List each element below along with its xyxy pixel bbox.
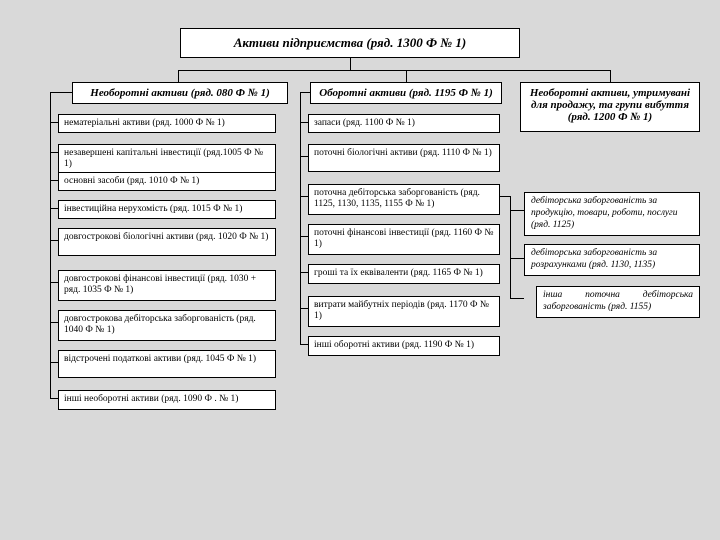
connector	[300, 92, 301, 344]
connector	[50, 208, 58, 209]
item-left-0: нематеріальні активи (ряд. 1000 Ф № 1)	[58, 114, 276, 133]
item-left-1: незавершені капітальні інвестиції (ряд.1…	[58, 144, 276, 175]
connector	[500, 196, 510, 197]
column-head-right: Необоротні активи, утримувані для продаж…	[520, 82, 700, 132]
connector	[510, 196, 511, 298]
connector	[300, 236, 308, 237]
connector	[50, 240, 58, 241]
connector	[300, 196, 308, 197]
item-left-4: довгострокові біологічні активи (ряд. 10…	[58, 228, 276, 256]
connector	[510, 210, 524, 211]
connector	[50, 362, 58, 363]
connector	[300, 308, 308, 309]
connector	[50, 322, 58, 323]
item-left-2: основні засоби (ряд. 1010 Ф № 1)	[58, 172, 276, 191]
connector	[50, 92, 51, 398]
connector	[300, 344, 308, 345]
item-middle-3: поточні фінансові інвестиції (ряд. 1160 …	[308, 224, 500, 255]
connector	[510, 298, 524, 299]
connector	[50, 282, 58, 283]
column-head-left: Необоротні активи (ряд. 080 Ф № 1)	[72, 82, 288, 104]
item-left-5: довгострокові фінансові інвестиції (ряд.…	[58, 270, 276, 301]
connector	[300, 156, 308, 157]
connector	[50, 398, 58, 399]
connector	[300, 92, 310, 93]
connector	[178, 70, 179, 82]
connector	[300, 122, 308, 123]
item-left-6: довгострокова дебіторська заборгованість…	[58, 310, 276, 341]
item-left-7: відстрочені податкові активи (ряд. 1045 …	[58, 350, 276, 378]
connector	[50, 122, 58, 123]
item-middle-1: поточні біологічні активи (ряд. 1110 Ф №…	[308, 144, 500, 172]
connector	[510, 258, 524, 259]
item-left-8: інші необоротні активи (ряд. 1090 Ф . № …	[58, 390, 276, 410]
column-head-middle: Оборотні активи (ряд. 1195 Ф № 1)	[310, 82, 502, 104]
connector	[178, 70, 610, 71]
item-middle-6: інші оборотні активи (ряд. 1190 Ф № 1)	[308, 336, 500, 356]
item-left-3: інвестиційна нерухомість (ряд. 1015 Ф № …	[58, 200, 276, 219]
item-middle-5: витрати майбутніх періодів (ряд. 1170 Ф …	[308, 296, 500, 327]
item-middle-2: поточна дебіторська заборгованість (ряд.…	[308, 184, 500, 215]
connector	[50, 180, 58, 181]
connector	[406, 70, 407, 82]
note-0: дебіторська заборгованість за продукцію,…	[524, 192, 700, 236]
connector	[610, 70, 611, 82]
note-1: дебіторська заборгованість за розрахунка…	[524, 244, 700, 276]
connector	[350, 58, 351, 70]
connector	[50, 92, 72, 93]
item-middle-4: гроші та їх еквіваленти (ряд. 1165 Ф № 1…	[308, 264, 500, 284]
note-2: інша поточна дебіторська заборгованість …	[536, 286, 700, 318]
connector	[300, 272, 308, 273]
item-middle-0: запаси (ряд. 1100 Ф № 1)	[308, 114, 500, 133]
root-node: Активи підприємства (ряд. 1300 Ф № 1)	[180, 28, 520, 58]
connector	[50, 152, 58, 153]
